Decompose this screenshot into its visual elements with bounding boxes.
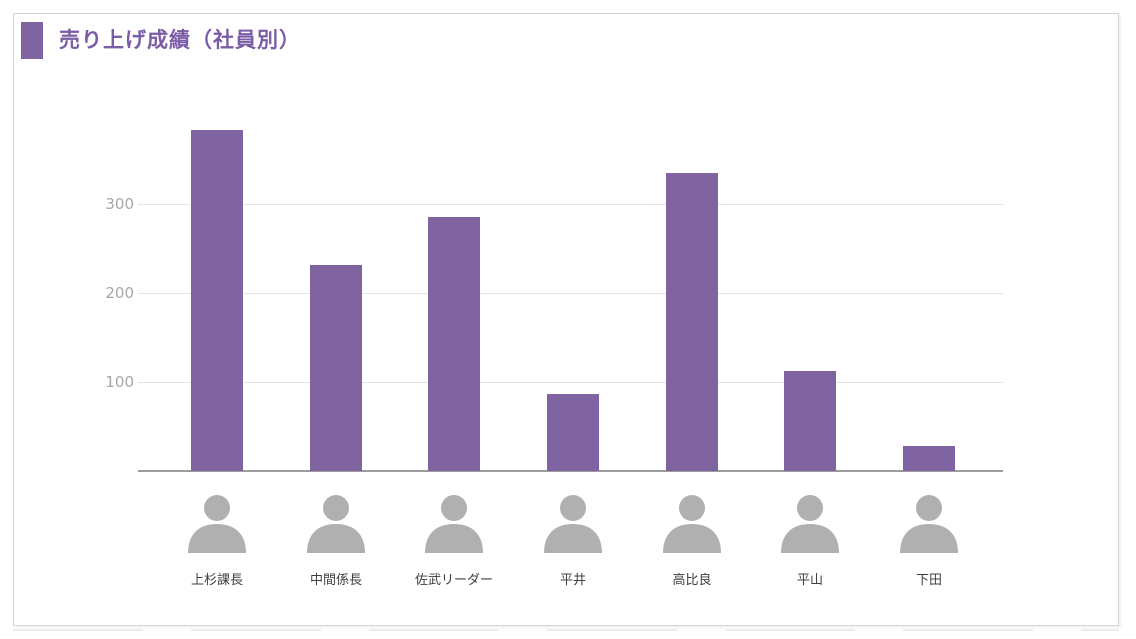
person-icon: [422, 495, 486, 557]
bar-下田: [903, 446, 955, 471]
category-label: 中間係長: [309, 573, 362, 588]
category-label: 佐武リーダー: [414, 573, 493, 588]
chart-title: 売り上げ成績（社員別）: [59, 28, 301, 52]
cropped-row-below-chart: [13, 629, 1119, 631]
y-tick-label: 200: [105, 284, 134, 302]
bar-平井: [547, 394, 599, 471]
gridline-200: [138, 293, 1003, 294]
y-tick-label: 300: [105, 195, 134, 213]
bar-佐武リーダー: [428, 217, 480, 471]
y-tick-label: 100: [105, 373, 134, 391]
gridline-100: [138, 382, 1003, 383]
category-label: 下田: [915, 573, 942, 588]
gridline-300: [138, 204, 1003, 205]
person-icon: [185, 495, 249, 557]
category-label: 平山: [796, 573, 823, 588]
category-label: 高比良: [672, 573, 712, 588]
category-label: 平井: [559, 573, 586, 588]
person-icon: [897, 495, 961, 557]
person-icon: [304, 495, 368, 557]
chart-canvas: 売り上げ成績（社員別） 100 200 300 上杉課長 中間係長 佐武リーダー 平井 高比良…: [13, 13, 1119, 626]
category-label: 上杉課長: [190, 573, 243, 588]
bar-中間係長: [310, 265, 362, 471]
x-axis-line: [138, 470, 1003, 472]
bar-高比良: [666, 173, 718, 471]
chart-title-block: 売り上げ成績（社員別）: [21, 22, 301, 59]
title-marker-square: [21, 22, 43, 59]
bar-平山: [784, 371, 836, 471]
person-icon: [660, 495, 724, 557]
person-icon: [778, 495, 842, 557]
person-icon: [541, 495, 605, 557]
plot-area: 100 200 300 上杉課長 中間係長 佐武リーダー 平井 高比良 平山 下田: [14, 14, 1120, 627]
bar-上杉課長: [191, 130, 243, 471]
